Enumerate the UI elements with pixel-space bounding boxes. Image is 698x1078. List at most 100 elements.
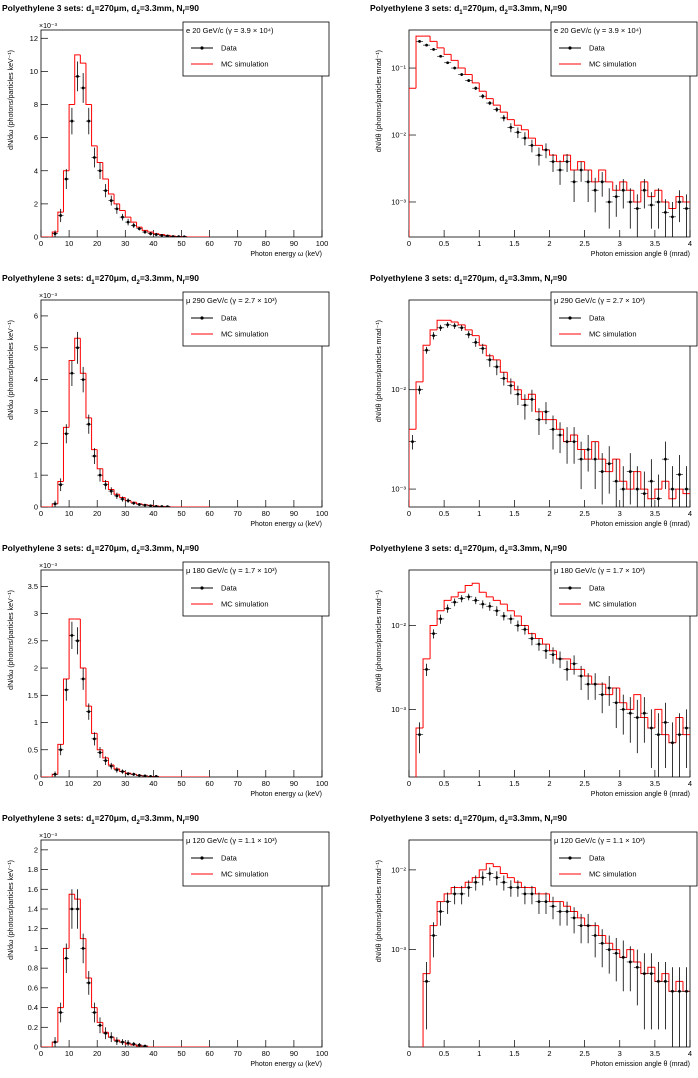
data-point xyxy=(166,234,169,237)
x-tick-label: 10 xyxy=(65,239,73,248)
y-multiplier: ×10⁻³ xyxy=(39,833,58,840)
title-part: =90 xyxy=(553,273,568,283)
panel-title: Polyethylene 3 sets: d1=270μm, d2=3.3mm,… xyxy=(2,3,199,16)
data-point xyxy=(137,227,141,231)
histogram-step xyxy=(102,162,109,180)
legend-title: e 20 GeV/c (γ = 3.9 × 10⁴) xyxy=(186,26,274,35)
histogram-step xyxy=(534,633,543,640)
data-point xyxy=(551,904,555,908)
y-multiplier: ×10⁻³ xyxy=(39,293,58,300)
data-point xyxy=(614,951,618,955)
x-tick-label: 70 xyxy=(234,509,242,518)
data-point xyxy=(70,371,74,375)
panel: Polyethylene 3 sets: d1=270μm, d2=3.3mm,… xyxy=(370,543,698,798)
x-tick-label: 10 xyxy=(65,509,73,518)
histogram-step xyxy=(91,978,98,1009)
histogram-step xyxy=(119,494,126,498)
histogram-step xyxy=(471,877,480,883)
data-point xyxy=(642,492,646,496)
histogram-step xyxy=(471,329,480,337)
y-tick-label: 0.8 xyxy=(28,964,38,973)
y-tick-label: 1.5 xyxy=(28,691,38,700)
legend-label: Data xyxy=(221,314,238,323)
y-tick-label: 6 xyxy=(34,133,38,142)
y-tick-label: 1 xyxy=(34,718,38,727)
data-point xyxy=(70,907,74,911)
title-part: 1 xyxy=(91,820,95,826)
y-tick-label: 2 xyxy=(34,845,38,854)
histogram-step xyxy=(96,449,103,470)
data-point xyxy=(53,502,57,506)
title-part: =90 xyxy=(185,543,200,553)
histogram-step xyxy=(124,210,131,218)
data-point xyxy=(481,876,485,880)
histogram-step xyxy=(675,980,683,992)
y-axis-label: dN/dω (photons/particles keV⁻¹) xyxy=(8,320,15,420)
histogram-step xyxy=(499,866,508,875)
data-point xyxy=(481,602,485,606)
data-point xyxy=(558,910,562,913)
data-point xyxy=(671,989,674,993)
data-point xyxy=(115,1039,119,1043)
data-point xyxy=(579,168,583,172)
data-point xyxy=(474,340,478,344)
data-point xyxy=(572,662,576,666)
title-part: Polyethylene 3 sets: d xyxy=(370,543,459,553)
data-point xyxy=(656,497,660,501)
data-point xyxy=(579,674,583,678)
x-tick-label: 2 xyxy=(547,779,551,788)
legend-title: μ 180 GeV/c (γ = 1.7 × 10³) xyxy=(554,566,646,575)
data-point xyxy=(565,667,569,671)
data-point xyxy=(109,764,113,768)
y-axis-label: dN/dω (photons/particles keV⁻¹) xyxy=(8,860,15,960)
data-point xyxy=(53,232,57,236)
data-point xyxy=(439,326,443,330)
x-tick-label: 2 xyxy=(547,239,551,248)
data-point xyxy=(453,324,457,328)
legend-label: Data xyxy=(221,584,238,593)
data-point xyxy=(685,989,688,993)
x-tick-label: 100 xyxy=(316,779,329,788)
data-point xyxy=(656,979,660,983)
panel-title: Polyethylene 3 sets: d1=270μm, d2=3.3mm,… xyxy=(370,273,567,286)
data-point xyxy=(523,892,527,896)
data-point xyxy=(537,418,541,422)
data-point xyxy=(523,627,527,631)
y-tick-label: 10 xyxy=(30,67,38,76)
title-part: =3.3mm, N xyxy=(508,3,551,13)
panel-title: Polyethylene 3 sets: d1=270μm, d2=3.3mm,… xyxy=(370,3,567,16)
x-tick-label: 10 xyxy=(65,779,73,788)
data-point xyxy=(76,907,79,911)
y-tick-label: 1.8 xyxy=(28,865,38,874)
title-part: 2 xyxy=(136,550,140,556)
data-point xyxy=(558,433,562,437)
plot-area xyxy=(415,582,690,777)
histogram-step xyxy=(436,319,445,330)
data-point xyxy=(70,633,74,637)
data-point xyxy=(502,614,506,618)
histogram-step xyxy=(457,322,466,326)
data-point xyxy=(171,235,175,237)
title-part: f xyxy=(551,550,554,556)
histogram-step xyxy=(443,893,452,902)
histogram-step xyxy=(563,154,571,162)
title-part: 2 xyxy=(504,550,508,556)
y-axis-label: dN/dθ (photons/particles mrad⁻¹) xyxy=(376,320,383,422)
histogram-step xyxy=(107,481,115,490)
x-tick-label: 0 xyxy=(407,1049,411,1058)
data-point xyxy=(565,160,569,164)
histogram-step xyxy=(563,901,571,907)
title-part: f xyxy=(183,550,186,556)
histogram-step xyxy=(492,596,501,601)
data-point xyxy=(460,326,464,330)
title-part: 1 xyxy=(459,550,463,556)
histogram-step xyxy=(520,389,529,400)
data-point xyxy=(160,233,164,237)
data-point xyxy=(87,119,91,123)
legend-box xyxy=(182,561,330,617)
histogram-step xyxy=(485,863,494,870)
legend-label: Data xyxy=(589,314,606,323)
legend-box xyxy=(182,291,330,347)
data-point xyxy=(551,427,555,431)
title-part: Polyethylene 3 sets: d xyxy=(2,273,91,283)
